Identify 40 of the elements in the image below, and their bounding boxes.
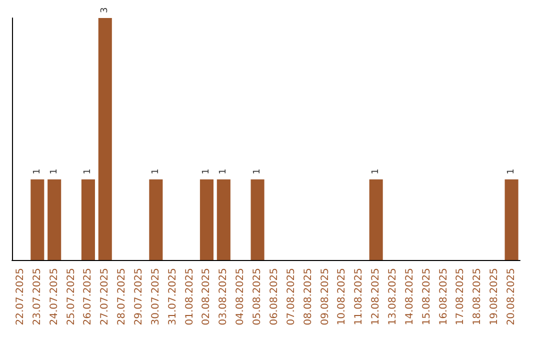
x-tick-label: 16.08.2025 bbox=[438, 268, 450, 326]
x-tick-label: 08.08.2025 bbox=[302, 268, 314, 326]
data-label: 1 bbox=[218, 168, 229, 174]
x-tick-label: 01.08.2025 bbox=[184, 268, 196, 326]
x-tick-label: 12.08.2025 bbox=[370, 268, 382, 326]
x-tick-label: 17.08.2025 bbox=[455, 268, 466, 326]
x-tick-label: 15.08.2025 bbox=[421, 268, 432, 326]
x-tick-label: 19.08.2025 bbox=[489, 268, 500, 326]
data-label: 1 bbox=[32, 168, 42, 174]
x-tick-label: 29.07.2025 bbox=[134, 268, 144, 326]
data-label: 3 bbox=[100, 7, 110, 13]
x-tick-label: 03.08.2025 bbox=[218, 268, 230, 326]
x-tick-label: 20.08.2025 bbox=[506, 268, 518, 326]
data-label: 1 bbox=[150, 168, 161, 174]
x-tick-label: 14.08.2025 bbox=[404, 268, 416, 326]
x-tick-label: 18.08.2025 bbox=[472, 268, 484, 326]
x-tick-label: 28.07.2025 bbox=[116, 268, 128, 326]
data-label: 1 bbox=[252, 168, 263, 174]
x-tick-label: 23.07.2025 bbox=[32, 268, 43, 326]
x-tick-label: 04.08.2025 bbox=[235, 268, 246, 326]
x-tick-label: 22.07.2025 bbox=[14, 268, 26, 326]
x-tick-label: 10.08.2025 bbox=[336, 268, 348, 326]
x-tick-label: 06.08.2025 bbox=[268, 268, 280, 326]
data-label: 1 bbox=[49, 168, 60, 174]
x-tick-label: 25.07.2025 bbox=[66, 268, 77, 326]
x-tick-label: 07.08.2025 bbox=[286, 268, 297, 326]
data-label: 1 bbox=[83, 168, 94, 174]
x-tick-label: 30.07.2025 bbox=[150, 268, 162, 326]
x-tick-label: 26.07.2025 bbox=[82, 268, 94, 326]
x-tick-label: 31.07.2025 bbox=[167, 268, 178, 326]
data-label: 1 bbox=[202, 168, 212, 174]
x-tick-label: 24.07.2025 bbox=[48, 268, 60, 326]
x-tick-label: 09.08.2025 bbox=[320, 268, 331, 326]
data-label: 1 bbox=[506, 168, 517, 174]
data-label: 1 bbox=[371, 168, 382, 174]
x-tick-label: 11.08.2025 bbox=[354, 268, 365, 326]
x-tick-label: 13.08.2025 bbox=[388, 268, 398, 326]
x-tick-label: 05.08.2025 bbox=[252, 268, 264, 326]
x-tick-label: 02.08.2025 bbox=[201, 268, 212, 326]
x-tick-label: 27.07.2025 bbox=[100, 268, 111, 326]
